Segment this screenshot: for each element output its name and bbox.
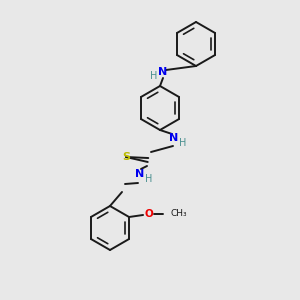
Text: H: H: [179, 138, 187, 148]
Text: N: N: [169, 133, 178, 143]
Text: H: H: [145, 174, 153, 184]
Text: N: N: [135, 169, 145, 179]
Text: S: S: [122, 152, 130, 162]
Text: N: N: [158, 67, 168, 77]
Text: CH₃: CH₃: [170, 209, 187, 218]
Text: O: O: [145, 209, 153, 219]
Text: H: H: [150, 71, 158, 81]
